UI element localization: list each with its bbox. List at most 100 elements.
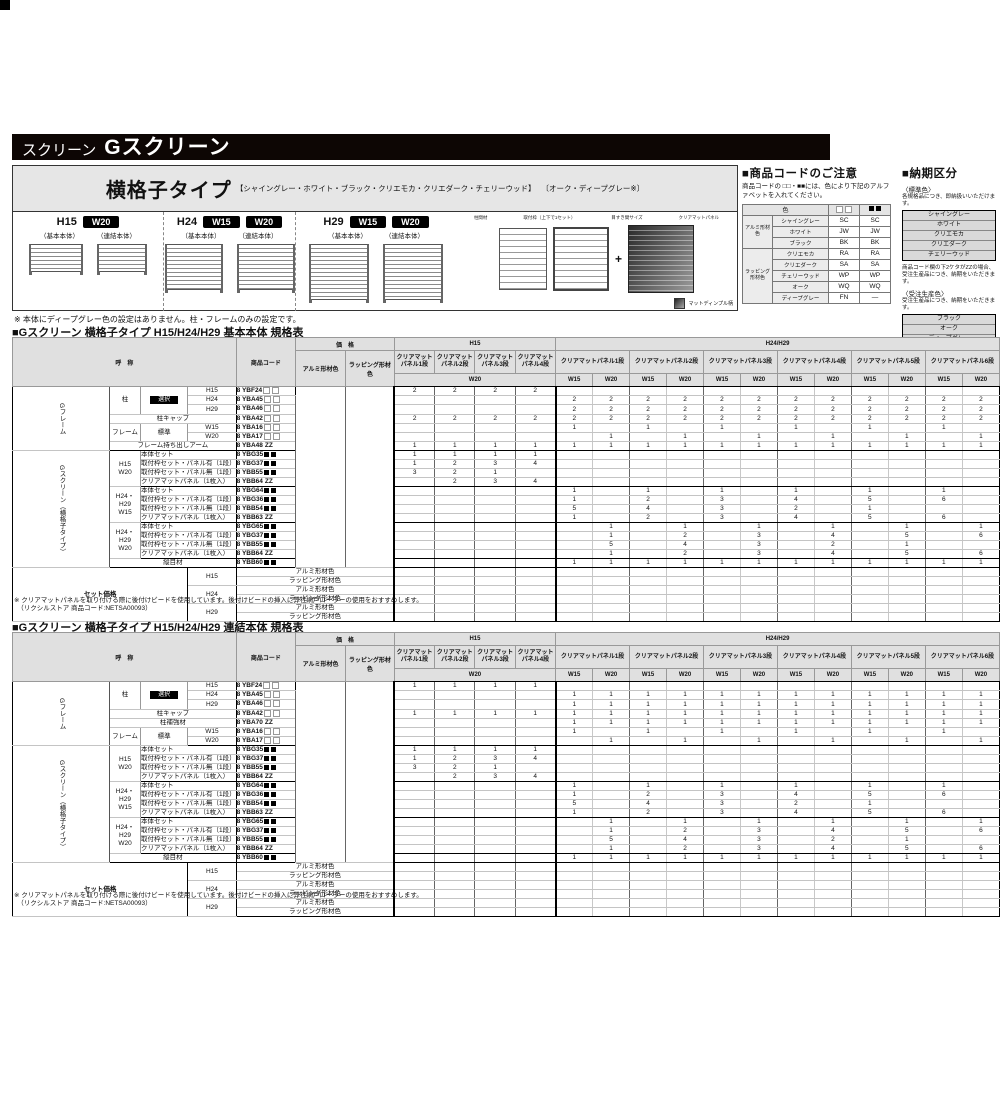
spec-value: 2 <box>434 468 475 479</box>
spec-value: 2 <box>629 404 667 415</box>
spec-value: 1 <box>739 718 778 728</box>
spec-value <box>393 718 435 728</box>
spec-value <box>514 799 556 810</box>
page-corner-mark <box>0 0 10 10</box>
spec-value <box>850 817 889 828</box>
open-square <box>272 423 280 431</box>
spec-value: 1 <box>514 681 556 692</box>
spec-col-header: クリアマットパネル6段 <box>924 645 1000 669</box>
code-notice-body: 商品コードの □□・■■には、色により下記のアルファベットを入れてください。 <box>742 183 890 199</box>
spec-value <box>739 862 778 873</box>
spec-value <box>813 781 852 792</box>
spec-value: 3 <box>474 459 516 470</box>
spec-value: 1 <box>887 690 926 701</box>
spec-value <box>393 817 435 828</box>
spec-value <box>514 781 556 792</box>
spec-value <box>434 880 475 891</box>
spec-col-header: H15 <box>393 632 557 646</box>
spec-value <box>776 844 815 855</box>
spec-value <box>514 531 556 542</box>
spec-value <box>393 736 435 747</box>
select-badge: 選択 <box>150 396 179 405</box>
section-label-frame: Gフレーム <box>12 681 110 747</box>
spec-value: 1 <box>924 690 963 701</box>
footnote-line: ※ クリアマットパネルを取り付ける際に後付けビードを使用しています。後付けビード… <box>14 597 423 604</box>
spec-value <box>666 468 704 479</box>
spec-value <box>776 540 815 551</box>
spec-value <box>739 459 778 470</box>
spec-value <box>514 880 556 891</box>
spec-value <box>924 799 963 810</box>
color-code-row: アルミ形材色 シャイングレー SC SC <box>742 214 892 249</box>
spec-value: 1 <box>393 745 435 756</box>
spec-value <box>961 871 1000 882</box>
row-label: 縦目材 <box>109 558 237 569</box>
spec-value: 2 <box>924 395 963 406</box>
spec-value: 1 <box>554 781 593 792</box>
spec-value: 1 <box>776 441 815 452</box>
color-name: ホワイト <box>771 225 830 238</box>
filled-square <box>270 837 276 843</box>
spec-value: 1 <box>514 450 556 461</box>
spec-value: 2 <box>666 414 704 424</box>
spec-value <box>813 763 852 774</box>
spec-value <box>850 567 889 578</box>
spec-value: 1 <box>554 690 593 701</box>
product-code: 8 YBF24 <box>236 386 297 397</box>
basic-table-title: ■Gスクリーン 横格子タイプ H15/H24/H29 基本本体 規格表 <box>12 327 304 339</box>
price-cell-wrap <box>344 681 395 864</box>
spec-value <box>474 781 516 792</box>
spec-value: 1 <box>434 450 475 461</box>
spec-value: 4 <box>776 808 815 819</box>
spec-value <box>666 594 704 605</box>
spec-value <box>813 898 852 909</box>
spec-col-header: W20 <box>887 668 926 682</box>
spec-col-header: 価 格 <box>295 632 395 646</box>
width-badge: W15 <box>349 216 387 228</box>
spec-value: 3 <box>703 808 741 819</box>
spec-value <box>514 718 556 728</box>
spec-value <box>474 603 516 614</box>
set-size-label: H15 <box>187 862 237 882</box>
spec-value <box>887 681 926 692</box>
spec-value <box>554 880 593 891</box>
spec-row: 柱キャップ 8 YBA42 1 1 1 1 1 1 1 1 1 1 1 1 1 1 1 1 <box>13 709 1000 719</box>
spec-value: 1 <box>887 853 926 864</box>
screen-diagram <box>383 244 443 303</box>
spec-col-header: H24/H29 <box>555 632 1000 646</box>
filled-square <box>271 783 277 789</box>
spec-value: 1 <box>666 709 704 719</box>
spec-value: 1 <box>592 736 630 747</box>
row-label: 縦目材 <box>109 853 237 864</box>
product-code: 8 YBA46 <box>236 404 297 415</box>
spec-value: 4 <box>813 531 852 542</box>
spec-value <box>629 432 667 443</box>
spec-value <box>592 513 630 524</box>
spec-value <box>434 889 475 900</box>
spec-value <box>474 504 516 515</box>
spec-value: 6 <box>924 495 963 506</box>
spec-value <box>474 558 516 569</box>
texture-swatch <box>674 298 686 309</box>
spec-value <box>776 468 815 479</box>
spec-value <box>554 522 593 533</box>
zz-note: 商品コード欄の下2ケタがZZの場合、受注生産品につき、納期をいただきます。 <box>902 264 996 285</box>
spec-col-header: クリアマットパネル1段 <box>555 645 631 669</box>
spec-value <box>850 844 889 855</box>
spec-value: 1 <box>703 727 741 738</box>
spec-row: Gスクリーン（横格子タイプ） H15 W20 本体セット 8 YBG35 1 1 1 1 <box>12 745 1000 864</box>
spec-value: 1 <box>850 799 889 810</box>
filled-square <box>270 855 276 861</box>
spec-value <box>703 826 741 837</box>
spec-value <box>514 522 556 533</box>
spec-row: フレーム 標準 W15 8 YBA16 1 1 1 1 1 1 <box>13 727 1000 747</box>
spec-value <box>703 459 741 470</box>
spec-col-header: W20 <box>813 373 852 387</box>
spec-value <box>434 835 475 846</box>
spec-value <box>666 459 704 470</box>
spec-value <box>776 386 815 397</box>
spec-value: 1 <box>629 486 667 497</box>
page-banner: スクリーン Gスクリーン <box>12 134 830 160</box>
color-name: チェリーウッド <box>771 269 830 282</box>
spec-row: クリアマットパネル（1枚入） 8 YBB64 ZZ 2 3 4 <box>13 477 1000 488</box>
